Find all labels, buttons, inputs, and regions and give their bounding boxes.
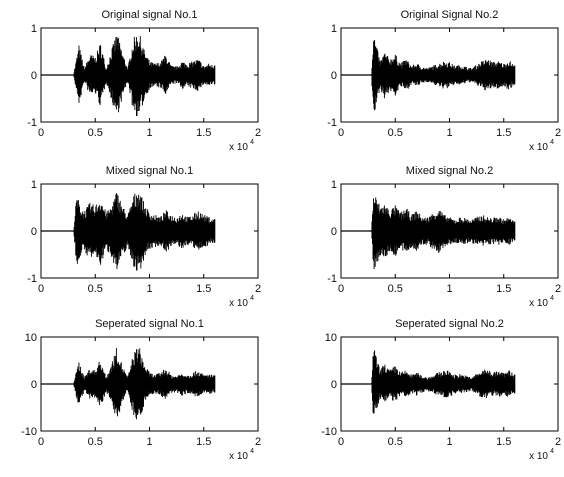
series-waveform <box>73 193 216 271</box>
subplot-title: Seperated signal No.2 <box>395 318 504 330</box>
x-tick-label: 0 <box>338 127 344 139</box>
x-tick-label: 1 <box>446 127 452 139</box>
y-tick-label: -1 <box>27 273 37 285</box>
x-tick-label: 1.5 <box>496 436 511 448</box>
x-tick-label: 2 <box>555 127 561 139</box>
subplot-title: Mixed signal No.1 <box>106 165 193 177</box>
y-tick-label: 1 <box>331 23 337 35</box>
x-exponent-label: x 10 <box>229 298 248 309</box>
y-tick-label: 0 <box>31 70 37 82</box>
x-exponent-power: 4 <box>250 295 254 302</box>
x-tick-label: 1 <box>146 283 152 295</box>
x-tick-label: 0 <box>338 283 344 295</box>
x-tick-label: 0 <box>38 283 44 295</box>
x-tick-label: 2 <box>255 127 261 139</box>
x-tick-label: 0.5 <box>88 127 103 139</box>
x-tick-label: 0 <box>38 436 44 448</box>
x-exponent-power: 4 <box>550 448 554 455</box>
x-exponent-power: 4 <box>550 295 554 302</box>
x-exponent-power: 4 <box>550 139 554 146</box>
y-tick-label: 0 <box>31 226 37 238</box>
subplot-title: Original Signal No.2 <box>401 9 499 21</box>
y-tick-label: 0 <box>331 379 337 391</box>
y-tick-label: 0 <box>331 226 337 238</box>
x-exponent-power: 4 <box>250 139 254 146</box>
x-tick-label: 2 <box>555 283 561 295</box>
y-tick-label: 0 <box>331 70 337 82</box>
x-exponent-label: x 10 <box>529 298 548 309</box>
subplot-title: Seperated signal No.1 <box>95 318 204 330</box>
series-waveform <box>73 348 216 420</box>
y-tick-label: -1 <box>327 273 337 285</box>
series-waveform <box>73 36 216 116</box>
y-tick-label: 1 <box>31 23 37 35</box>
series-waveform <box>370 197 516 270</box>
y-tick-label: 1 <box>331 179 337 191</box>
y-tick-label: -1 <box>327 117 337 129</box>
series-waveform <box>370 40 516 111</box>
y-tick-label: -10 <box>21 426 37 438</box>
x-tick-label: 0.5 <box>88 436 103 448</box>
subplot-title: Mixed signal No.2 <box>406 165 493 177</box>
x-tick-label: 1.5 <box>196 436 211 448</box>
x-tick-label: 1 <box>146 436 152 448</box>
y-tick-label: 0 <box>31 379 37 391</box>
x-tick-label: 0.5 <box>388 127 403 139</box>
x-tick-label: 0.5 <box>388 436 403 448</box>
x-tick-label: 1.5 <box>196 127 211 139</box>
x-tick-label: 1 <box>146 127 152 139</box>
y-tick-label: 10 <box>325 332 337 344</box>
subplot-title: Original signal No.1 <box>102 9 198 21</box>
x-exponent-label: x 10 <box>229 142 248 153</box>
x-exponent-label: x 10 <box>529 142 548 153</box>
y-tick-label: 1 <box>31 179 37 191</box>
x-exponent-label: x 10 <box>529 451 548 462</box>
y-tick-label: 10 <box>25 332 37 344</box>
x-tick-label: 0.5 <box>388 283 403 295</box>
x-tick-label: 2 <box>255 436 261 448</box>
x-tick-label: 1 <box>446 283 452 295</box>
x-tick-label: 1 <box>446 436 452 448</box>
x-exponent-label: x 10 <box>229 451 248 462</box>
x-tick-label: 0 <box>338 436 344 448</box>
x-tick-label: 0.5 <box>88 283 103 295</box>
y-tick-label: -1 <box>27 117 37 129</box>
x-tick-label: 0 <box>38 127 44 139</box>
x-tick-label: 1.5 <box>196 283 211 295</box>
x-exponent-power: 4 <box>250 448 254 455</box>
y-tick-label: -10 <box>321 426 337 438</box>
x-tick-label: 1.5 <box>496 283 511 295</box>
series-waveform <box>370 350 516 414</box>
x-tick-label: 2 <box>255 283 261 295</box>
x-tick-label: 2 <box>555 436 561 448</box>
x-tick-label: 1.5 <box>496 127 511 139</box>
